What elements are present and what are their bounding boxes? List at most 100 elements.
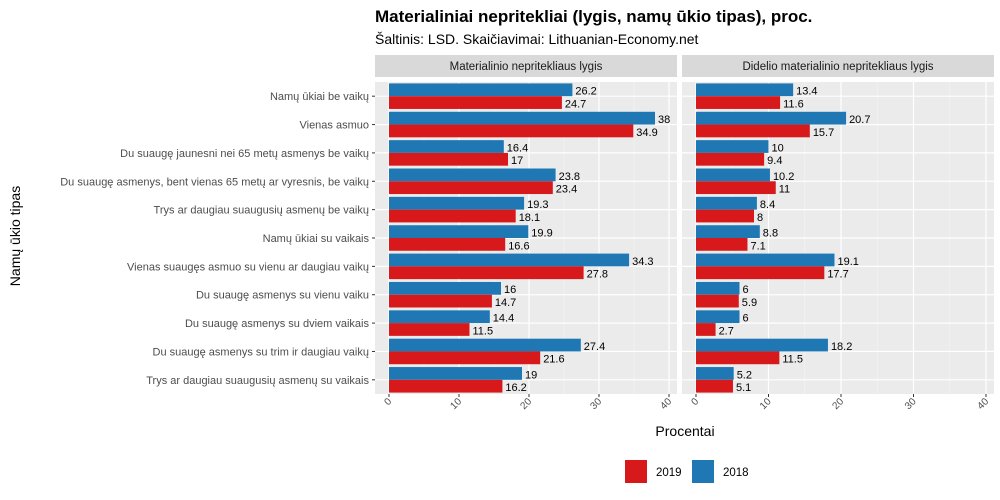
bar-group: 18.2 xyxy=(696,338,852,353)
bar-2018 xyxy=(389,281,501,295)
bar-2018 xyxy=(389,225,529,238)
data-label: 23.8 xyxy=(559,171,580,183)
bar-group: 8.4 xyxy=(696,196,775,211)
data-label: 14.7 xyxy=(495,297,516,309)
bar-group: 23.4 xyxy=(389,181,577,196)
bar-group: 17 xyxy=(389,152,523,167)
data-label: 17.7 xyxy=(827,269,848,281)
data-label: 11.6 xyxy=(783,98,804,110)
data-label: 5.2 xyxy=(737,369,752,381)
data-label: 26.2 xyxy=(575,86,596,98)
bar-2019 xyxy=(389,181,553,195)
bar-group: 10.2 xyxy=(696,168,794,183)
x-tick-label: 30 xyxy=(588,396,604,412)
bar-2018 xyxy=(696,196,757,210)
bar-2019 xyxy=(389,209,516,223)
bar-2018 xyxy=(389,310,490,324)
bar-group: 24.7 xyxy=(389,96,586,110)
data-label: 38 xyxy=(658,114,670,126)
bar-2019 xyxy=(389,294,492,308)
data-label: 21.6 xyxy=(543,354,564,366)
data-label: 19.9 xyxy=(531,228,552,240)
bar-2018 xyxy=(389,196,525,210)
bar-group: 9.4 xyxy=(696,152,782,167)
category-label: Namų ūkiai su vaikais xyxy=(263,233,370,245)
x-tick-label: 0 xyxy=(382,396,394,408)
bar-2019 xyxy=(389,379,503,393)
bar-group: 34.3 xyxy=(389,253,654,268)
bar-2019 xyxy=(696,379,733,393)
category-label: Namų ūkiai be vaikų xyxy=(270,91,369,103)
bar-group: 27.4 xyxy=(389,338,605,353)
bar-group: 6 xyxy=(696,281,749,296)
bar-2019 xyxy=(696,294,739,308)
bar-2019 xyxy=(696,266,825,280)
category-label: Du suaugę asmenys, bent vienas 65 metų a… xyxy=(60,176,369,188)
data-label: 16.2 xyxy=(505,382,526,394)
data-label: 34.9 xyxy=(636,127,657,139)
bar-group: 5.1 xyxy=(696,379,751,394)
bar-group: 10 xyxy=(696,140,784,154)
panel-1: Materialinio nepritekliaus lygis 0 10 20 30 4… xyxy=(375,55,677,412)
legend-swatch xyxy=(692,460,714,483)
bar-2019 xyxy=(389,266,584,280)
bar-group: 2.7 xyxy=(696,323,734,337)
bar-group: 19.1 xyxy=(696,253,859,268)
data-label: 5.1 xyxy=(736,382,751,394)
bar-group: 16.4 xyxy=(389,140,528,154)
category-label: Du suaugę asmenys su dviem vaikais xyxy=(185,318,370,330)
x-tick-label: 20 xyxy=(830,396,846,412)
category-label: Vienas asmuo xyxy=(299,120,369,132)
bar-2019 xyxy=(696,152,765,166)
bar-2019 xyxy=(696,209,754,223)
data-label: 11.5 xyxy=(782,354,803,366)
bar-2019 xyxy=(389,351,541,365)
data-label: 8.4 xyxy=(760,199,775,211)
bar-group: 16.6 xyxy=(389,238,530,252)
data-label: 9.4 xyxy=(767,155,782,167)
data-label: 27.8 xyxy=(587,269,608,281)
x-axis-title: Procentai xyxy=(655,423,714,439)
bar-2019 xyxy=(696,96,781,109)
bar-group: 11 xyxy=(696,181,790,196)
data-label: 10.2 xyxy=(773,171,794,183)
bar-group: 21.6 xyxy=(389,351,565,366)
data-label: 19.1 xyxy=(837,256,858,268)
data-label: 17 xyxy=(511,155,523,167)
bar-group: 38 xyxy=(389,111,670,126)
x-tick-label: 10 xyxy=(448,396,464,412)
bar-2019 xyxy=(389,96,562,109)
data-label: 13.4 xyxy=(796,86,817,98)
bar-group: 15.7 xyxy=(696,124,834,139)
category-label: Vienas suaugęs asmuo su vienu ar daugiau… xyxy=(127,261,369,273)
category-label: Trys ar daugiau suaugusių asmenų be vaik… xyxy=(154,205,369,217)
bar-2018 xyxy=(696,367,734,380)
category-labels: Namų ūkiai be vaikų Vienas asmuo Du suaugę… xyxy=(60,91,375,387)
bar-group: 11.6 xyxy=(696,96,804,110)
bar-2018 xyxy=(696,168,770,182)
bar-group: 20.7 xyxy=(696,111,870,126)
bar-group: 17.7 xyxy=(696,266,849,281)
bar-2018 xyxy=(389,367,522,380)
bar-group: 8 xyxy=(696,209,763,224)
data-label: 14.4 xyxy=(493,313,514,325)
legend: 2019 2018 xyxy=(625,460,749,483)
bar-2019 xyxy=(389,323,470,336)
bar-2018 xyxy=(389,253,630,267)
data-label: 16.6 xyxy=(508,240,529,252)
y-axis-title: Namų ūkio tipas xyxy=(7,186,23,286)
bar-2018 xyxy=(389,111,655,125)
bar-group: 7.1 xyxy=(696,238,766,252)
bar-2018 xyxy=(696,253,835,267)
x-tick-label: 40 xyxy=(658,396,674,412)
data-label: 20.7 xyxy=(849,114,870,126)
data-label: 16.4 xyxy=(507,142,528,154)
bar-group: 26.2 xyxy=(389,83,597,98)
bar-group: 34.9 xyxy=(389,124,658,139)
bar-group: 5.2 xyxy=(696,367,752,381)
data-label: 18.1 xyxy=(519,212,540,224)
data-label: 6 xyxy=(743,313,749,325)
data-label: 19 xyxy=(525,369,537,381)
bar-group: 11.5 xyxy=(696,351,803,366)
panel-2: Didelio materialinio nepritekliaus lygis… xyxy=(682,55,994,412)
